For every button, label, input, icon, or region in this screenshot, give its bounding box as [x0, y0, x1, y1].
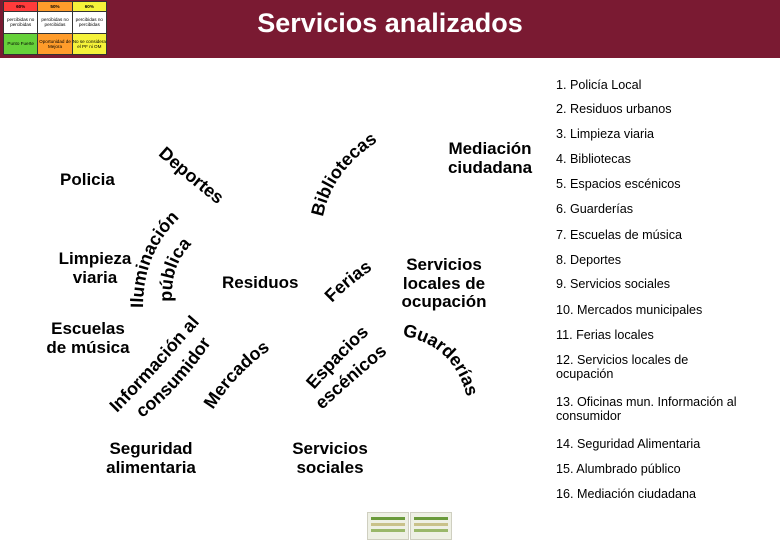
legend-cell-r2c2: Oportunidad de Mejora [37, 32, 73, 55]
arc-deportes-text: Deportes [155, 143, 228, 208]
arc-ferias-text: Ferias [321, 256, 375, 306]
label-limpieza-line-1: Limpieza [58, 249, 132, 268]
label-seguridad-line-1: Seguridad [109, 439, 193, 458]
label-servicios-locales: Servicios locales de ocupación [392, 255, 496, 312]
list-item: 11. Ferias locales [556, 328, 654, 342]
list-item: 10. Mercados municipales [556, 303, 703, 317]
label-limpieza-viaria: Limpieza viaria [50, 249, 140, 287]
list-item: 9. Servicios sociales [556, 277, 671, 291]
arc-deportes: Deportes [155, 143, 228, 208]
header-bar [0, 0, 780, 58]
list-item: 16. Mediación ciudadana [556, 487, 697, 501]
label-servicios-locales-line-1: Servicios [406, 255, 482, 274]
arc-guarderias-text: Guarderías [401, 320, 482, 398]
legend-table: 60% 50% 60% percibidas no percibidas per… [2, 1, 108, 55]
label-servicios-locales-line-2: locales de [402, 273, 486, 293]
list-item: 12. Servicios locales de ocupación [556, 353, 689, 382]
list-item: 13. Oficinas mun. Información al consumi… [556, 395, 737, 424]
list-item: 3. Limpieza viaria [556, 127, 654, 141]
label-servicios-sociales-line-2: sociales [296, 457, 364, 477]
list-item: 1. Policía Local [556, 78, 642, 92]
legend-header-3: 60% [71, 1, 108, 12]
page-title: Servicios analizados [257, 8, 523, 38]
label-servicios-sociales-line-1: Servicios [292, 439, 368, 458]
label-escuelas-line-2: de música [46, 337, 130, 357]
label-mediacion-line-1: Mediación [448, 139, 532, 158]
label-servicios-sociales: Servicios sociales [280, 439, 380, 477]
arc-ferias: Ferias [321, 256, 375, 306]
thumbnail-image-1 [367, 512, 409, 540]
label-limpieza-line-2: viaria [72, 267, 118, 287]
arc-bibliotecas: Bibliotecas [307, 128, 380, 218]
label-policia: Policia [60, 170, 115, 190]
list-item: 15. Alumbrado público [556, 462, 681, 476]
label-escuelas-line-1: Escuelas [51, 319, 125, 338]
label-servicios-locales-line-3: ocupación [401, 292, 487, 312]
arc-guarderias: Guarderías [401, 320, 482, 398]
list-item: 2. Residuos urbanos [556, 102, 672, 116]
list-item: 4. Bibliotecas [556, 152, 631, 166]
label-seguridad-alimentaria: Seguridad alimentaria [95, 439, 207, 477]
thumbnail-image-2 [410, 512, 452, 540]
list-item: 8. Deportes [556, 253, 622, 267]
label-escuelas-musica: Escuelas de música [38, 319, 138, 357]
label-policia-text: Policia [60, 170, 115, 189]
legend-cell-r2c3: No se considera el PF ni OM [71, 32, 108, 55]
label-residuos-text: Residuos [222, 273, 299, 292]
list-item: 14. Seguridad Alimentaria [556, 437, 701, 451]
label-residuos: Residuos [222, 273, 299, 293]
label-seguridad-line-2: alimentaria [106, 457, 196, 477]
list-item: 5. Espacios escénicos [556, 177, 681, 191]
list-item: 6. Guarderías [556, 202, 634, 216]
label-mediacion-line-2: ciudadana [447, 157, 533, 177]
label-mediacion-ciudadana: Mediación ciudadana [440, 139, 540, 177]
arc-bibliotecas-text: Bibliotecas [307, 128, 380, 218]
list-item: 7. Escuelas de música [556, 228, 682, 242]
